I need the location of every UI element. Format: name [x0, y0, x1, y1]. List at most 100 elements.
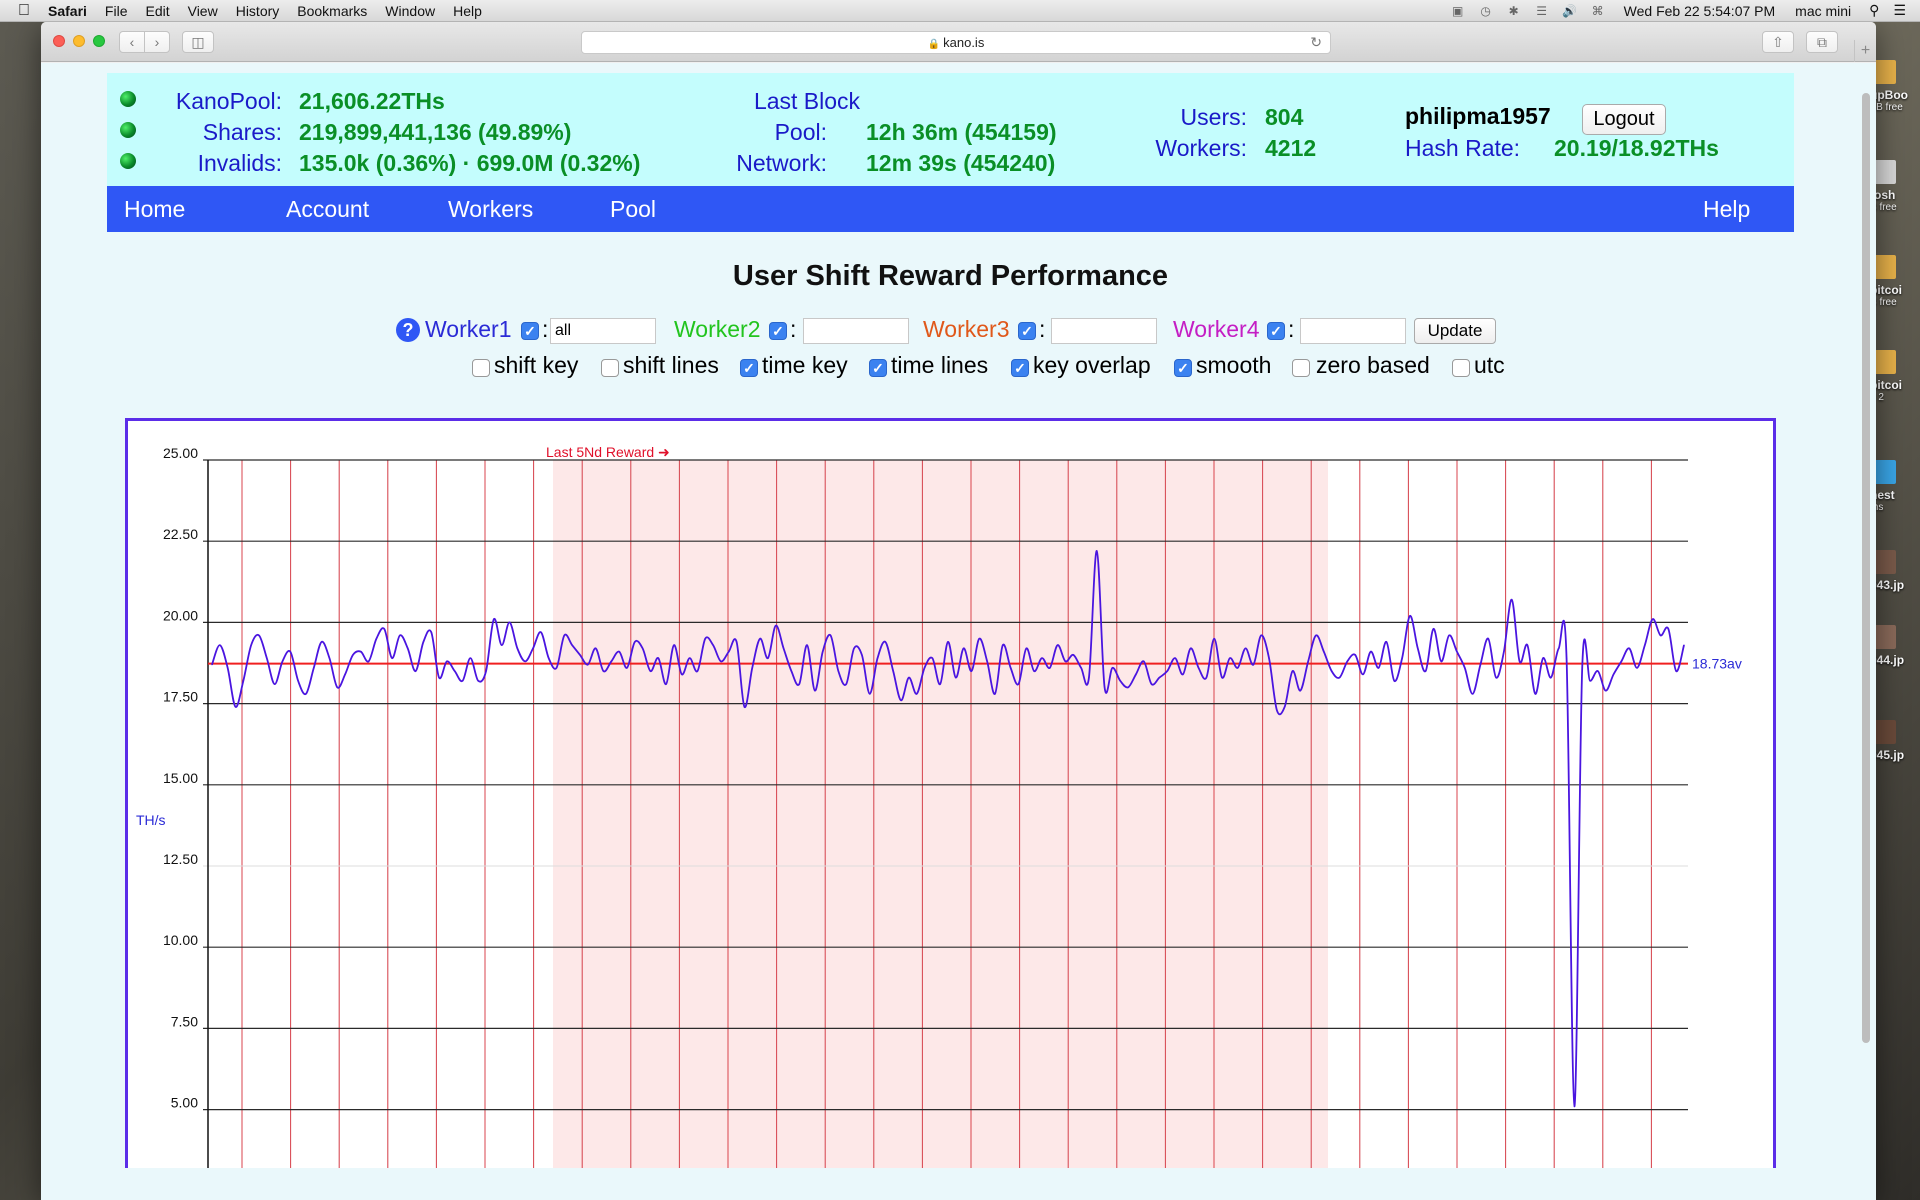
page-scrollbar[interactable]	[1862, 93, 1870, 1043]
time-key-checkbox[interactable]: ✓	[740, 359, 758, 377]
worker3-input[interactable]	[1051, 318, 1157, 344]
apple-menu-icon[interactable]: 	[18, 2, 34, 19]
update-button[interactable]: Update	[1414, 318, 1496, 344]
data-point	[720, 660, 722, 662]
data-point	[696, 670, 699, 672]
last-block-label: Last Block	[753, 88, 861, 114]
menubar-clock[interactable]: Wed Feb 22 5:54:07 PM	[1623, 2, 1776, 19]
nav-help[interactable]: Help	[1703, 196, 1751, 222]
time-lines-checkbox[interactable]: ✓	[869, 359, 887, 377]
user-account-name[interactable]: mac mini	[1795, 2, 1852, 19]
data-point	[1002, 644, 1004, 646]
time-lines-label: time lines	[891, 352, 989, 378]
image-thumb-icon	[1874, 720, 1896, 744]
data-point	[501, 644, 503, 646]
nav-home[interactable]: Home	[124, 196, 186, 222]
lock-icon: 🔒	[927, 39, 941, 50]
minimize-window-icon[interactable]	[73, 35, 85, 47]
wifi-icon[interactable]: ☰	[1536, 3, 1548, 18]
maximize-window-icon[interactable]	[93, 35, 105, 47]
help-icon[interactable]: ?	[396, 318, 420, 342]
data-point	[751, 667, 753, 669]
logout-button[interactable]: Logout	[1582, 104, 1666, 135]
data-point	[978, 638, 980, 640]
desktop-file[interactable]: 045.jp	[1870, 720, 1920, 762]
worker4-checkbox[interactable]: ✓	[1267, 322, 1285, 340]
menu-view[interactable]: View	[187, 2, 218, 19]
reload-icon[interactable]: ↻	[1310, 34, 1322, 50]
desktop-file[interactable]: bitcoi e 2	[1870, 350, 1920, 403]
nav-account[interactable]: Account	[286, 196, 370, 222]
smooth-checkbox[interactable]: ✓	[1174, 359, 1192, 377]
data-point	[485, 670, 487, 672]
kanopool-label: KanoPool:	[175, 88, 282, 114]
close-window-icon[interactable]	[53, 35, 65, 47]
share-button[interactable]: ⇧	[1762, 31, 1794, 53]
data-point	[1471, 693, 1474, 695]
status-globe-icon	[120, 91, 136, 107]
shift-lines-checkbox[interactable]	[601, 359, 619, 377]
screen-share-icon[interactable]: ▣	[1451, 3, 1464, 18]
key-overlap-checkbox[interactable]: ✓	[1011, 359, 1029, 377]
worker3-checkbox[interactable]: ✓	[1018, 322, 1036, 340]
kanopool-hashrate: 21,606.22THs	[299, 88, 445, 114]
time-machine-icon[interactable]: ◷	[1480, 3, 1491, 18]
drive-icon	[1874, 60, 1896, 84]
desktop-file[interactable]: upBoo TB free	[1870, 60, 1920, 113]
data-point	[1166, 670, 1168, 672]
worker4-input[interactable]	[1300, 318, 1406, 344]
forward-button[interactable]: ›	[144, 31, 170, 53]
shift-key-checkbox[interactable]	[472, 359, 490, 377]
menu-help[interactable]: Help	[453, 2, 482, 19]
menu-bookmarks[interactable]: Bookmarks	[297, 2, 368, 19]
menu-app-safari[interactable]: Safari	[48, 2, 87, 19]
worker2-input[interactable]	[803, 318, 909, 344]
volume-icon[interactable]: 🔊	[1562, 3, 1578, 18]
worker1-input[interactable]: all	[550, 318, 656, 344]
desktop-file-name: bitcoi	[1870, 378, 1902, 392]
data-point	[1338, 677, 1341, 679]
desktop-file[interactable]: 044.jp	[1870, 625, 1920, 667]
desktop-file-name: upBoo	[1870, 88, 1908, 102]
desktop-file[interactable]: bitcoi B free	[1870, 255, 1920, 308]
nav-workers[interactable]: Workers	[448, 196, 534, 222]
new-tab-button[interactable]: +	[1854, 40, 1876, 62]
menu-history[interactable]: History	[235, 2, 280, 19]
data-point	[1229, 657, 1231, 659]
menu-file[interactable]: File	[104, 2, 128, 19]
desktop-file-sub: e 2	[1870, 392, 1884, 403]
sidebar-toggle-button[interactable]: ◫	[182, 31, 214, 53]
data-point	[743, 706, 746, 708]
worker1-checkbox[interactable]: ✓	[521, 322, 539, 340]
workers-label: Workers:	[1155, 135, 1247, 161]
y-tick-label: 17.50	[163, 689, 198, 705]
data-point	[313, 667, 315, 669]
data-point	[1440, 660, 1442, 662]
share-icon: ⇧	[1772, 34, 1784, 50]
address-bar[interactable]: 🔒 kano.is ↻	[581, 31, 1331, 54]
data-point	[1448, 634, 1450, 636]
desktop-file[interactable]: nest ms	[1870, 460, 1920, 513]
menu-edit[interactable]: Edit	[145, 2, 170, 19]
input-menu-icon[interactable]: ⌘	[1591, 3, 1604, 18]
menu-window[interactable]: Window	[385, 2, 436, 19]
back-button[interactable]: ‹	[119, 31, 145, 53]
network-last-block: 12m 39s (454240)	[866, 150, 1056, 176]
nav-pool[interactable]: Pool	[610, 196, 657, 222]
data-point	[579, 654, 581, 656]
worker1-colon: :	[542, 316, 549, 342]
data-point	[1158, 677, 1161, 679]
data-point	[1205, 677, 1207, 679]
spotlight-search-icon[interactable]: ⚲	[1869, 2, 1880, 18]
hashrate-label: Hash Rate:	[1405, 135, 1521, 161]
notification-center-icon[interactable]: ☰	[1893, 2, 1906, 18]
workers-value: 4212	[1265, 135, 1317, 161]
worker3-colon: :	[1039, 316, 1046, 342]
zero-based-checkbox[interactable]	[1292, 359, 1310, 377]
show-tabs-button[interactable]: ⧉	[1806, 31, 1838, 53]
desktop-file[interactable]: 043.jp	[1870, 550, 1920, 592]
desktop-file[interactable]: tosh B free	[1870, 160, 1920, 213]
utc-checkbox[interactable]	[1452, 359, 1470, 377]
bluetooth-icon[interactable]: ✱	[1508, 3, 1519, 18]
worker2-checkbox[interactable]: ✓	[769, 322, 787, 340]
